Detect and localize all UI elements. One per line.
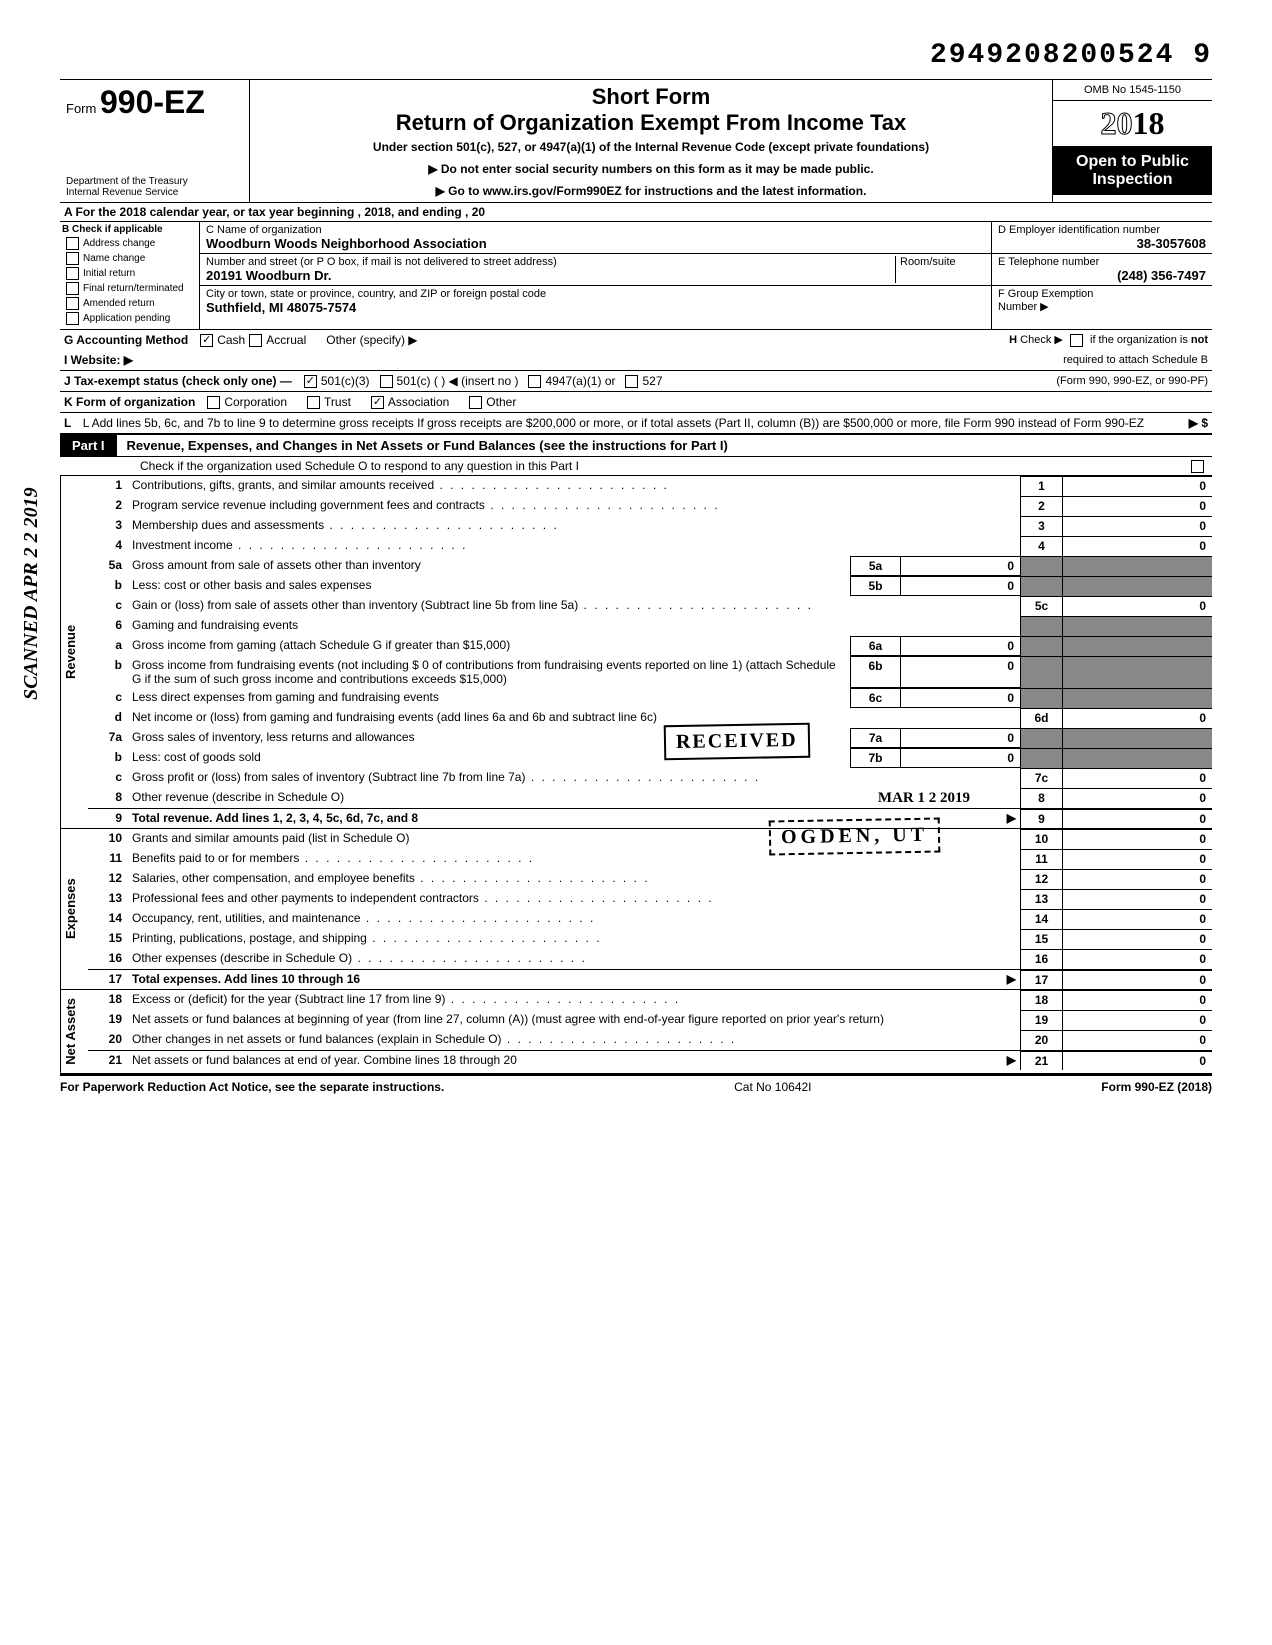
street-address: 20191 Woodburn Dr. [206,268,895,283]
row-i: I Website: ▶ required to attach Schedule… [60,350,1212,370]
public-inspection: Open to Public Inspection [1053,147,1212,195]
expenses-label: Expenses [60,829,88,989]
main-title: Return of Organization Exempt From Incom… [258,110,1044,136]
document-id: 2949208200524 9 [60,40,1212,71]
omb-number: OMB No 1545-1150 [1053,80,1212,101]
instruction-2: ▶ Go to www.irs.gov/Form990EZ for instru… [258,184,1044,198]
department: Department of the Treasury Internal Reve… [66,176,243,198]
section-b: B Check if applicable Address change Nam… [60,222,200,329]
cash-checkbox [200,334,213,347]
date-stamp: MAR 1 2 2019 [878,790,970,807]
row-a: A For the 2018 calendar year, or tax yea… [60,202,1212,221]
revenue-label: Revenue [60,476,88,828]
row-g-h: G Accounting Method Cash Accrual Other (… [60,329,1212,350]
section-d: D Employer identification number 38-3057… [992,222,1212,329]
net-assets-label: Net Assets [60,990,88,1073]
row-l: L L Add lines 5b, 6c, and 7b to line 9 t… [60,412,1212,433]
tax-year: 20201818 [1053,101,1212,147]
org-name: Woodburn Woods Neighborhood Association [206,236,985,251]
row-k: K Form of organization Corporation Trust… [60,391,1212,412]
ein: 38-3057608 [998,236,1206,251]
section-c: C Name of organization Woodburn Woods Ne… [200,222,992,329]
city-state-zip: Suthfield, MI 48075-7574 [206,300,985,315]
schedule-o-check: Check if the organization used Schedule … [60,457,1212,476]
subtitle: Under section 501(c), 527, or 4947(a)(1)… [258,140,1044,154]
short-form-title: Short Form [258,84,1044,110]
part-1-header: Part I Revenue, Expenses, and Changes in… [60,433,1212,457]
form-number: Form 990-EZ [66,84,243,121]
row-j: J Tax-exempt status (check only one) — 5… [60,370,1212,391]
instruction-1: ▶ Do not enter social security numbers o… [258,162,1044,176]
footer: For Paperwork Reduction Act Notice, see … [60,1074,1212,1098]
telephone: (248) 356-7497 [998,268,1206,283]
scanned-stamp: SCANNED APR 2 2 2019 [20,487,43,700]
